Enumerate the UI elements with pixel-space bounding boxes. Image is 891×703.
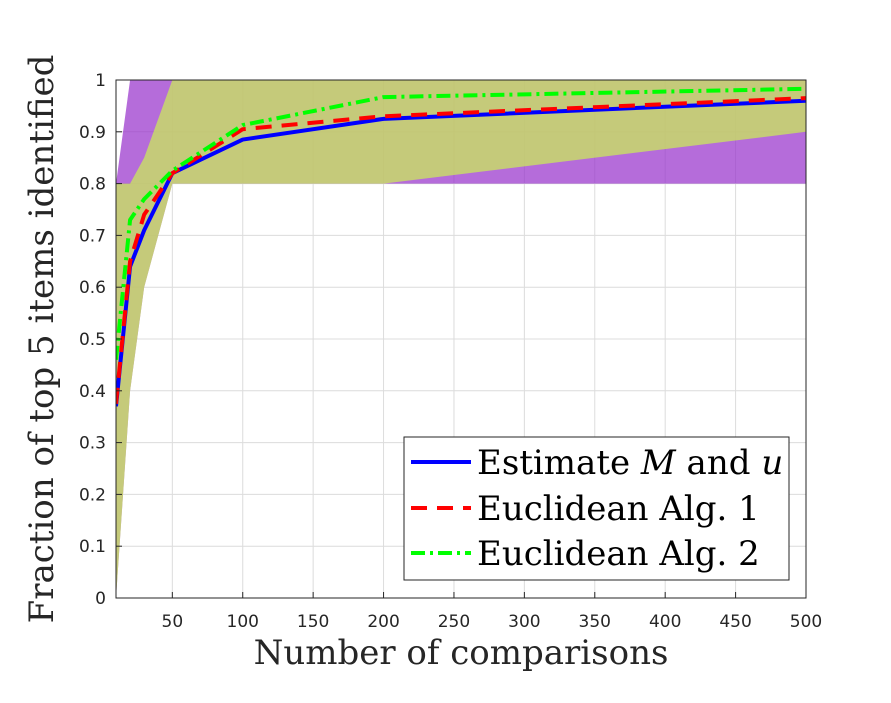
x-axis-title: Number of comparisons: [254, 633, 669, 673]
y-axis-title: Fraction of top 5 items identified: [22, 55, 62, 624]
legend-label-euclidean-alg-2: Euclidean Alg. 2: [477, 534, 760, 574]
y-tick-label: 0.8: [79, 175, 106, 195]
x-tick-label: 200: [367, 612, 399, 632]
x-tick-label: 150: [297, 612, 329, 632]
y-axis-ticks: 0 0.1 0.2 0.3 0.4 0.5 0.6 0.7 0.8 0.9 1: [79, 71, 122, 609]
y-tick-label: 0.7: [79, 226, 106, 246]
legend-label-estimate: Estimate M and u: [477, 443, 783, 483]
y-tick-label: 0.6: [79, 278, 106, 298]
x-tick-label: 250: [438, 612, 470, 632]
x-tick-label: 350: [579, 612, 611, 632]
x-tick-label: 300: [508, 612, 540, 632]
x-tick-label: 100: [227, 612, 259, 632]
y-tick-label: 0.1: [79, 537, 106, 557]
line-series-2: [116, 96, 806, 404]
line-series-3: [116, 86, 806, 360]
x-tick-label: 500: [790, 612, 822, 632]
y-tick-label: 0.4: [79, 382, 106, 402]
y-tick-label: 0: [95, 589, 106, 609]
y-tick-label: 0.5: [79, 330, 106, 350]
x-tick-label: 400: [649, 612, 681, 632]
legend: Estimate M and u Euclidean Alg. 1 Euclid…: [403, 436, 790, 581]
x-tick-label: 450: [719, 612, 751, 632]
x-axis-ticks: 50 100 150 200 250 300 350 400 450 500: [162, 592, 822, 632]
y-tick-label: 0.2: [79, 485, 106, 505]
confidence-bands: [116, 80, 806, 598]
legend-label-euclidean-alg-1: Euclidean Alg. 1: [477, 489, 760, 529]
y-tick-label: 1: [95, 71, 106, 91]
band-series-3: [116, 80, 806, 598]
y-tick-label: 0.9: [79, 123, 106, 143]
series-lines: [116, 86, 806, 407]
x-tick-label: 50: [162, 612, 184, 632]
y-tick-label: 0.3: [79, 434, 106, 454]
